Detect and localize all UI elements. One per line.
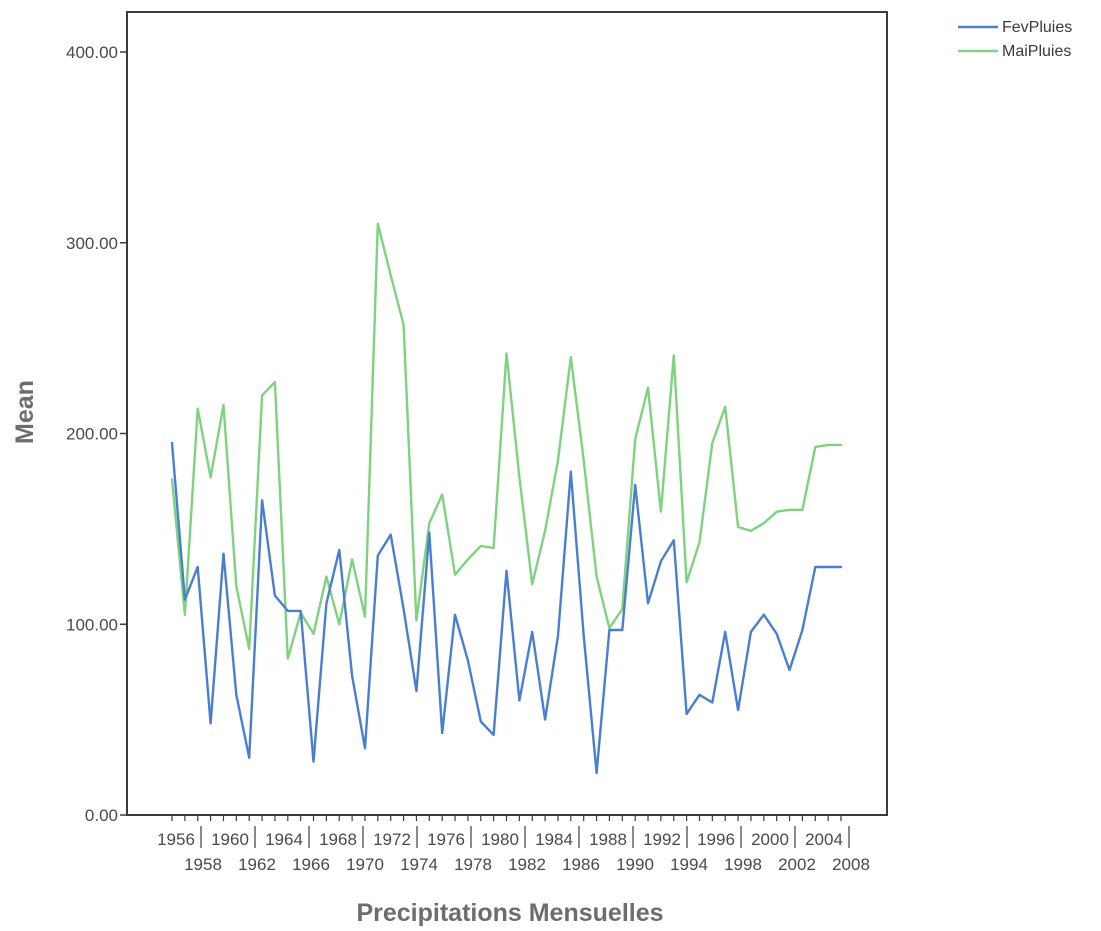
x-tick-label: 1956 <box>157 830 195 849</box>
x-tick-label: 1976 <box>427 830 465 849</box>
legend-label-fevpluies: FevPluies <box>1002 19 1072 36</box>
x-tick-label: 1994 <box>670 855 708 874</box>
x-tick-label: 1982 <box>508 855 546 874</box>
plot-frame <box>126 11 888 816</box>
x-tick-label: 2002 <box>778 855 816 874</box>
x-tick-label: 1968 <box>319 830 357 849</box>
y-axis: 0.00 100.00 200.00 300.00 400.00 <box>66 43 127 825</box>
x-tick-label: 1966 <box>292 855 330 874</box>
x-tick-label: 1970 <box>346 855 384 874</box>
x-tick-label: 1980 <box>481 830 519 849</box>
x-tick-label: 1978 <box>454 855 492 874</box>
series-line-maipluies <box>170 222 843 660</box>
legend-label-maipluies: MaiPluies <box>1002 43 1071 60</box>
series-line-fevpluies <box>170 441 843 775</box>
series-lines <box>170 222 843 775</box>
x-tick-label: 1986 <box>562 855 600 874</box>
x-tick-label: 1960 <box>211 830 249 849</box>
x-tick-label: 1974 <box>400 855 438 874</box>
x-axis: 1956 1960 1964 1968 1972 1976 1980 1984 1988 1992… <box>157 815 870 874</box>
y-tick-label: 0.00 <box>85 806 118 825</box>
y-axis-title: Mean <box>11 380 39 444</box>
legend: FevPluies MaiPluies <box>958 19 1072 60</box>
y-tick-label: 100.00 <box>66 615 118 634</box>
y-tick-label: 300.00 <box>66 234 118 253</box>
x-tick-label: 1988 <box>589 830 627 849</box>
y-tick-label: 200.00 <box>66 425 118 444</box>
plot-area <box>126 11 888 816</box>
x-tick-label: 1998 <box>724 855 762 874</box>
y-tick-label: 400.00 <box>66 43 118 62</box>
x-tick-label: 1990 <box>616 855 654 874</box>
x-tick-label: 1958 <box>184 855 222 874</box>
x-tick-label: 2000 <box>751 830 789 849</box>
x-tick-label: 1972 <box>373 830 411 849</box>
x-tick-label: 2008 <box>832 855 870 874</box>
x-tick-label: 1964 <box>265 830 303 849</box>
x-tick-label: 1996 <box>697 830 735 849</box>
x-tick-label: 1984 <box>535 830 573 849</box>
x-tick-label: 2004 <box>805 830 843 849</box>
x-axis-title: Precipitations Mensuelles <box>356 899 663 927</box>
x-tick-label: 1962 <box>238 855 276 874</box>
x-tick-label: 1992 <box>643 830 681 849</box>
